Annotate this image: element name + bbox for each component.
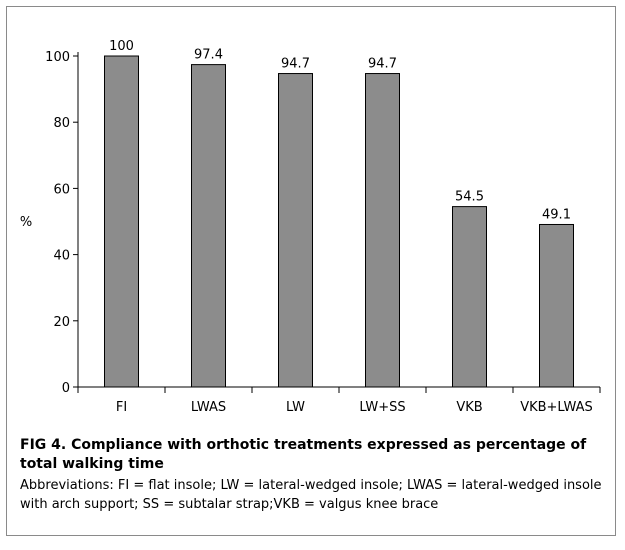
x-tick-label: LW+SS [359, 400, 405, 415]
data-label: 94.7 [281, 57, 310, 72]
bar-lw [278, 73, 313, 388]
bar-lw-ss [365, 73, 400, 388]
bar-lwas [191, 64, 226, 388]
y-tick-label: 80 [53, 116, 70, 131]
y-tick-label: 100 [45, 50, 70, 65]
bar-chart: 0 20 40 60 80 100 100 FI 97.4 LWAS 94.7 LW 94.7 LW+S… [20, 39, 601, 415]
data-label: 100 [109, 39, 134, 54]
x-tick-label: FI [116, 400, 127, 415]
x-tick-label: LWAS [191, 400, 226, 415]
data-label: 97.4 [194, 48, 223, 63]
y-axis-label: % [20, 215, 32, 230]
y-tick-label: 0 [62, 381, 70, 396]
bar-vkb [452, 206, 487, 388]
bar-fi [104, 55, 139, 388]
caption-abbreviations: Abbreviations: FI = flat insole; LW = la… [20, 478, 602, 512]
x-tick-label: VKB [456, 400, 482, 415]
caption-title: FIG 4. Compliance with orthotic treatmen… [20, 437, 587, 472]
data-label: 94.7 [368, 57, 397, 72]
x-tick-label: VKB+LWAS [520, 400, 593, 415]
y-tick-label: 40 [53, 249, 70, 264]
chart-axes: 0 20 40 60 80 100 [45, 50, 601, 396]
chart-bars: 100 FI 97.4 LWAS 94.7 LW 94.7 LW+SS 54.5 VKB 49.1 V… [104, 39, 593, 415]
x-tick-label: LW [286, 400, 305, 415]
figure-caption: FIG 4. Compliance with orthotic treatmen… [20, 436, 605, 514]
y-tick-label: 60 [53, 182, 70, 197]
data-label: 49.1 [542, 207, 571, 222]
y-tick-label: 20 [53, 315, 70, 330]
data-label: 54.5 [455, 190, 484, 205]
bar-vkb-lwas [539, 223, 574, 388]
